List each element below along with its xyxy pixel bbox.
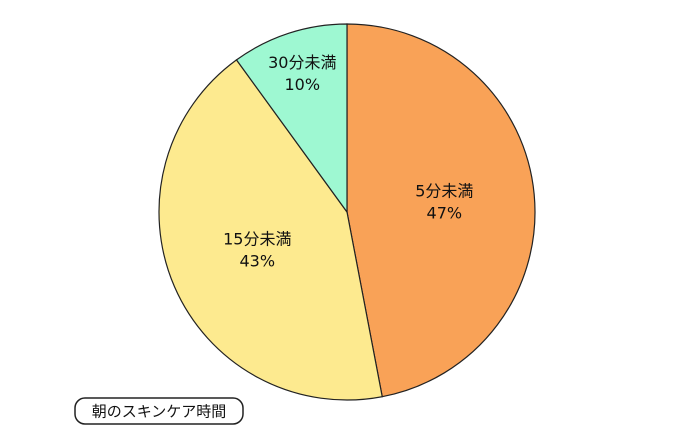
chart-title: 朝のスキンケア時間 xyxy=(92,403,227,421)
slice-label: 15分未満 xyxy=(223,229,291,248)
value-label: 47% xyxy=(427,203,463,222)
pie-slice xyxy=(346,23,536,398)
value-label: 43% xyxy=(239,251,275,270)
pie-slice xyxy=(235,23,348,214)
pie-slice xyxy=(158,59,383,401)
slice-label: 30分未満 xyxy=(268,53,336,72)
slice-label: 5分未満 xyxy=(415,181,473,200)
value-label: 10% xyxy=(284,75,320,94)
title-box xyxy=(74,397,244,425)
